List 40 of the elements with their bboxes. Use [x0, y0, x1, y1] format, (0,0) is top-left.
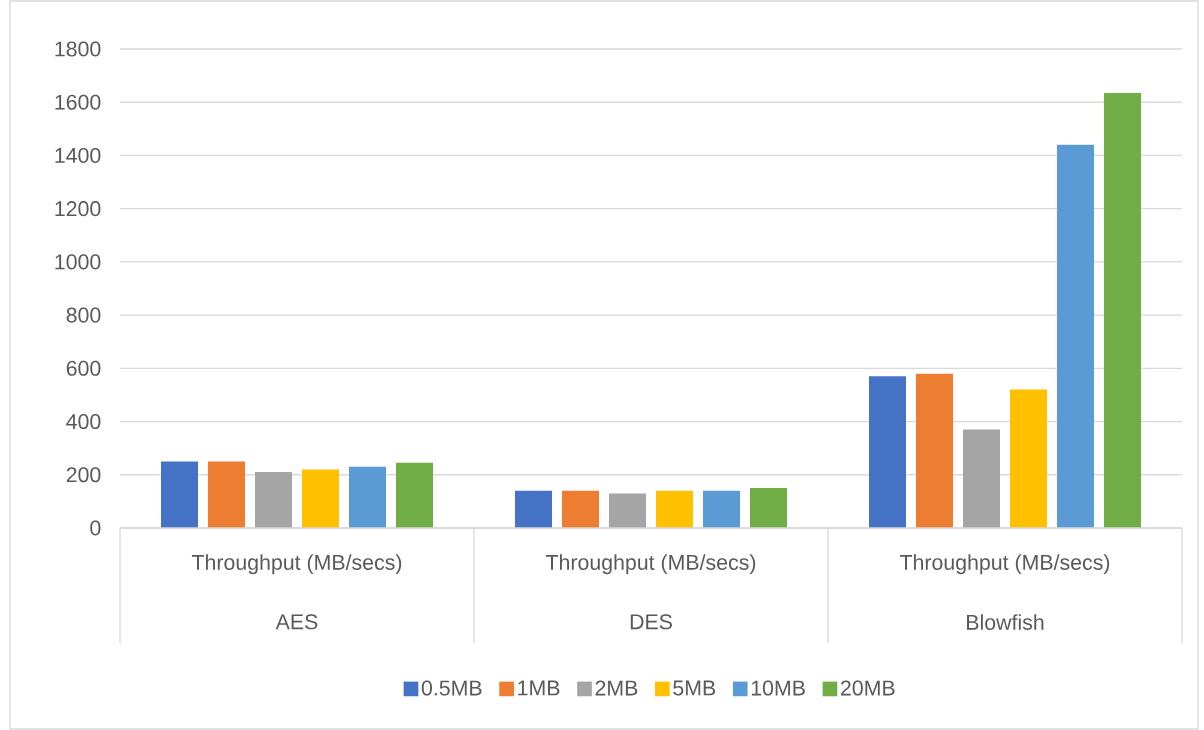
y-tick-label: 1400: [55, 147, 101, 163]
text: Throughput (MB/secs): [545, 554, 756, 575]
bar: [161, 461, 198, 528]
x-tick-label: Blowfish: [967, 614, 1044, 630]
x-tick-label: AES: [275, 614, 318, 630]
bar: [750, 488, 787, 528]
bar: [302, 469, 339, 528]
y-tick-label: 0: [90, 520, 101, 536]
bar: [609, 493, 646, 528]
y-tick-label: 1200: [55, 201, 101, 217]
bar: [255, 472, 292, 528]
y-tick-label: 800: [66, 307, 101, 323]
y-tick-label: 600: [66, 360, 101, 376]
bar: [963, 429, 1000, 528]
bar: [396, 462, 433, 528]
bar: [916, 373, 953, 528]
bar: [562, 490, 600, 528]
bar: [1010, 389, 1047, 528]
y-tick-label: 200: [66, 467, 101, 483]
legend-label: 20MB: [841, 680, 895, 696]
legend-label: 5MB: [673, 680, 716, 696]
bar: [1104, 92, 1141, 528]
y-tick-label: 1800: [55, 41, 101, 57]
x-tick-label: DES: [630, 614, 672, 630]
bar: [656, 490, 693, 528]
y-tick-label: 1600: [55, 94, 101, 110]
bar: [1057, 144, 1095, 528]
bar: [703, 490, 741, 528]
bar: [869, 376, 906, 528]
bar: [349, 466, 387, 528]
legend-label: 10MB: [751, 680, 805, 696]
bar: [515, 490, 552, 528]
text: Throughput (MB/secs): [899, 554, 1110, 575]
legend-label: 0.5MB: [421, 680, 482, 696]
bar: [208, 461, 246, 528]
text: Throughput (MB/secs): [191, 554, 402, 575]
legend-label: 1MB: [518, 680, 560, 696]
y-tick-label: 400: [66, 414, 101, 430]
legend-label: 2MB: [595, 680, 638, 696]
y-tick-label: 1000: [55, 254, 101, 270]
